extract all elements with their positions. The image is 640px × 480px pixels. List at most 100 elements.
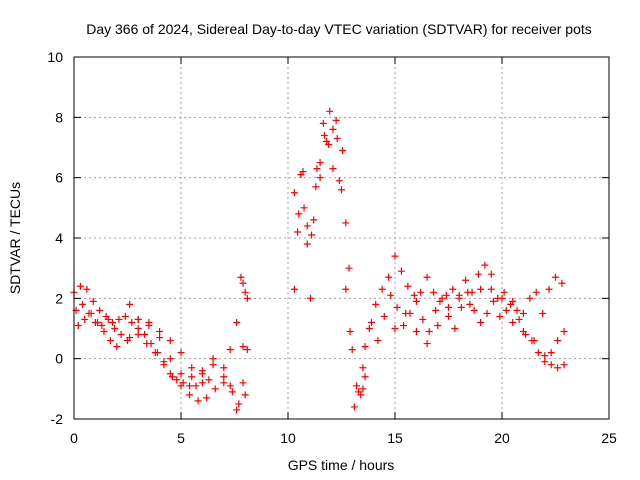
x-tick-label: 10 bbox=[280, 430, 296, 446]
data-point-marker bbox=[209, 355, 217, 363]
data-point-marker bbox=[477, 318, 485, 326]
data-point-marker bbox=[233, 406, 241, 414]
data-point-marker bbox=[402, 309, 410, 317]
series-track-e bbox=[237, 273, 251, 302]
series-track-f bbox=[290, 107, 369, 399]
data-point-marker bbox=[338, 186, 345, 194]
data-point-marker bbox=[519, 309, 527, 317]
data-point-marker bbox=[359, 385, 367, 393]
axis-ticks: 0 5 10 15 20 25 -2 0 2 4 6 8 10 bbox=[47, 49, 617, 446]
data-point-marker bbox=[186, 382, 194, 390]
data-point-marker bbox=[294, 228, 302, 236]
data-point-marker bbox=[367, 318, 375, 326]
data-point-marker bbox=[226, 382, 234, 390]
data-point-marker bbox=[387, 291, 395, 299]
data-point-marker bbox=[300, 204, 308, 212]
y-tick-label: 4 bbox=[55, 230, 63, 246]
data-point-marker bbox=[462, 276, 470, 284]
x-tick-label: 20 bbox=[494, 430, 510, 446]
data-point-marker bbox=[509, 297, 517, 305]
data-point-marker bbox=[128, 318, 136, 326]
data-point-marker bbox=[241, 391, 249, 399]
data-point-marker bbox=[177, 370, 185, 378]
data-point-marker bbox=[361, 343, 369, 351]
data-point-marker bbox=[295, 210, 303, 218]
series-track-a bbox=[70, 282, 213, 390]
data-point-marker bbox=[496, 312, 504, 320]
data-point-marker bbox=[554, 364, 562, 372]
data-point-marker bbox=[487, 270, 495, 278]
data-point-marker bbox=[220, 373, 228, 381]
data-point-marker bbox=[235, 400, 243, 408]
data-point-marker bbox=[342, 219, 350, 227]
data-point-marker bbox=[81, 315, 89, 323]
y-tick-label: 0 bbox=[55, 351, 63, 367]
x-tick-label: 25 bbox=[601, 430, 617, 446]
data-point-marker bbox=[126, 300, 134, 308]
data-point-marker bbox=[83, 285, 91, 293]
data-point-marker bbox=[500, 288, 508, 296]
data-point-marker bbox=[104, 315, 112, 323]
data-point-marker bbox=[412, 328, 420, 336]
data-point-marker bbox=[346, 328, 354, 336]
data-point-marker bbox=[115, 315, 123, 323]
series-track-j bbox=[391, 270, 568, 372]
data-point-marker bbox=[470, 306, 478, 314]
data-point-marker bbox=[237, 273, 245, 281]
y-tick-label: 6 bbox=[55, 170, 63, 186]
data-point-marker bbox=[489, 297, 497, 305]
data-point-marker bbox=[98, 321, 106, 329]
data-point-marker bbox=[303, 222, 311, 230]
data-point-marker bbox=[113, 343, 121, 351]
data-point-marker bbox=[319, 119, 327, 127]
data-point-marker bbox=[385, 273, 393, 281]
data-point-marker bbox=[552, 273, 559, 281]
data-point-marker bbox=[209, 361, 217, 369]
data-point-marker bbox=[487, 285, 495, 293]
data-point-marker bbox=[445, 303, 452, 311]
data-point-marker bbox=[374, 337, 382, 345]
data-point-marker bbox=[423, 273, 431, 281]
data-point-marker bbox=[361, 373, 369, 381]
data-point-marker bbox=[316, 159, 324, 167]
data-point-marker bbox=[380, 312, 388, 320]
data-point-marker bbox=[419, 315, 427, 323]
data-point-marker bbox=[359, 364, 367, 372]
data-point-marker bbox=[173, 376, 181, 384]
data-point-marker bbox=[160, 361, 168, 369]
data-point-marker bbox=[509, 318, 517, 326]
data-point-marker bbox=[243, 346, 251, 354]
data-point-marker bbox=[194, 397, 202, 405]
data-point-marker bbox=[391, 325, 399, 332]
x-tick-label: 5 bbox=[177, 430, 185, 446]
data-point-marker bbox=[241, 288, 249, 296]
data-point-marker bbox=[106, 337, 114, 345]
data-point-marker bbox=[188, 373, 196, 381]
data-point-marker bbox=[515, 315, 523, 323]
data-point-marker bbox=[205, 376, 213, 384]
data-point-marker bbox=[109, 318, 117, 326]
x-tick-label: 15 bbox=[387, 430, 403, 446]
data-point-marker bbox=[438, 294, 446, 302]
data-point-marker bbox=[79, 300, 87, 308]
data-point-marker bbox=[455, 291, 463, 299]
data-point-marker bbox=[423, 340, 431, 348]
data-point-marker bbox=[134, 331, 142, 339]
series-track-d bbox=[126, 300, 251, 381]
data-point-marker bbox=[434, 321, 442, 329]
data-point-marker bbox=[378, 285, 386, 293]
data-point-marker bbox=[141, 331, 149, 339]
data-point-marker bbox=[192, 382, 200, 390]
data-point-marker bbox=[186, 391, 194, 399]
data-point-marker bbox=[560, 328, 568, 336]
data-point-marker bbox=[313, 165, 321, 173]
data-point-marker bbox=[76, 282, 84, 290]
data-point-marker bbox=[306, 294, 314, 302]
data-point-marker bbox=[502, 306, 510, 314]
data-point-marker bbox=[188, 364, 196, 372]
data-point-marker bbox=[233, 318, 241, 326]
data-point-marker bbox=[442, 291, 450, 299]
data-point-marker bbox=[121, 312, 129, 320]
